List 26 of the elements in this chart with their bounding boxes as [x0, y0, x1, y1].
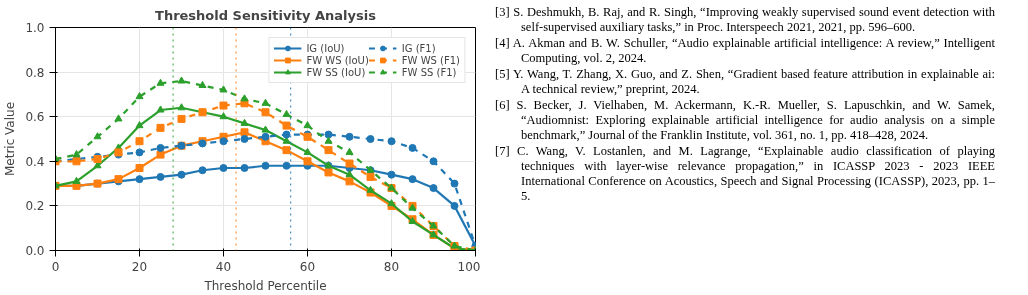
- y-tick-label: 0.0: [25, 244, 45, 258]
- legend-label: FW WS (IoU): [306, 54, 369, 66]
- chart-title: Threshold Sensitivity Analysis: [155, 7, 377, 23]
- x-tick-label: 0: [51, 259, 60, 274]
- x-tick-label: 20: [131, 259, 148, 274]
- y-tick-label: 0.4: [25, 154, 45, 169]
- legend-label: IG (IoU): [306, 42, 345, 54]
- legend-label: FW WS (F1): [401, 54, 460, 66]
- legend-label: FW SS (IoU): [306, 66, 366, 78]
- y-tick-label: 0.2: [25, 199, 45, 214]
- x-tick-label: 80: [383, 259, 400, 274]
- x-tick-label: 40: [215, 259, 232, 274]
- y-tick-label: 1.0: [25, 21, 45, 35]
- text: [6] S. Becker, J. Vielhaben, M. Ackermann, K.-R. Mueller, S. Lapuschkin, and W. Samek, “Audiomnist: Exploring explainable artificial intelligence for audio analysis on a simple benchmark,” Journal of the Franklin Institute, vol. 361, no. 1, pp. 418–428, 2024.: [495, 98, 995, 143]
- x-axis-title: Threshold Percentile: [203, 278, 327, 293]
- y-tick-label: 0.8: [25, 65, 45, 80]
- text: [7] C. Wang, V. Lostanlen, and M. Lagrange, “Explainable audio classification of playing techniques with layer-wise relevance propagation,” in ICASSP 2023 - 2023 IEEE International Conference on Acoustics, Speech and Signal Processing (ICASSP), 2023, pp. 1–5.: [495, 144, 995, 204]
- legend-label: FW SS (F1): [401, 66, 457, 78]
- x-tick-label: 100: [457, 259, 481, 274]
- y-axis-title: Metric Value: [3, 101, 18, 177]
- y-tick-label: 0.6: [25, 110, 45, 125]
- x-tick-label: 60: [299, 259, 316, 274]
- text: [4] A. Akman and B. W. Schuller, “Audio explainable artificial intelligence: A review,” Intelligent Computing, vol. 2, 2024.: [495, 36, 995, 66]
- legend-label: IG (F1): [401, 42, 436, 54]
- text: [3] S. Deshmukh, B. Raj, and R. Singh, “Improving weakly supervised sound event detection with self-supervised auxiliary tasks,” in Proc. Interspeech 2021, 2021, pp. 596–600.: [495, 5, 995, 35]
- text: [5] Y. Wang, T. Zhang, X. Guo, and Z. Shen, “Gradient based feature attribution in explainable ai: A technical review,” preprint, 2024.: [495, 67, 995, 97]
